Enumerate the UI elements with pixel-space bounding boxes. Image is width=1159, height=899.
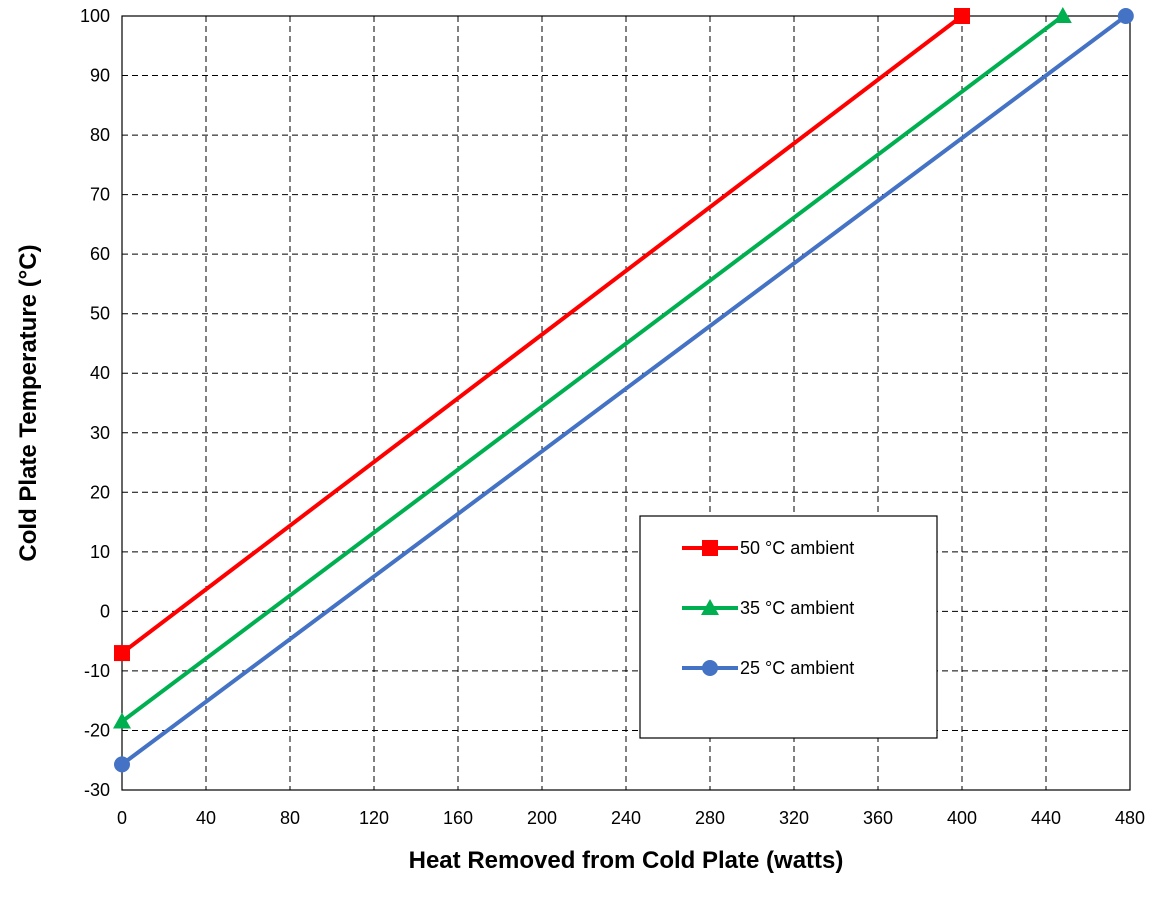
x-tick-label: 200 (527, 808, 557, 828)
y-tick-label: 20 (90, 482, 110, 502)
series-2 (114, 8, 1134, 773)
tick-labels: 0 40 80 120 160 200 240 280 320 360 400 440 480-30-2… (80, 6, 1145, 828)
y-tick-label: 40 (90, 363, 110, 383)
y-tick-label: -10 (84, 661, 110, 681)
x-tick-label: 320 (779, 808, 809, 828)
data-point (114, 756, 130, 773)
legend-marker (701, 599, 719, 615)
legend-marker (702, 540, 718, 556)
legend-label: 35 °C ambient (740, 598, 854, 618)
data-point (1117, 8, 1134, 24)
y-axis-title: Cold Plate Temperature (°C) (15, 244, 42, 561)
x-tick-label: 440 (1031, 808, 1061, 828)
series (113, 7, 1134, 773)
x-tick-label: 280 (695, 808, 725, 828)
data-point (1053, 7, 1072, 23)
y-tick-label: 70 (90, 185, 110, 205)
legend-box (639, 515, 938, 739)
y-tick-label: 0 (100, 601, 110, 621)
x-tick-label: 240 (611, 808, 641, 828)
series-line (120, 14, 1064, 724)
x-tick-label: 160 (443, 808, 473, 828)
legend-entry: 35 °C ambient (682, 598, 854, 618)
grid (122, 16, 1130, 790)
legend-entry: 25 °C ambient (682, 658, 854, 678)
legend-marker (702, 660, 718, 676)
series-line (120, 14, 964, 655)
legend-label: 25 °C ambient (740, 658, 854, 678)
x-tick-label: 0 (117, 808, 127, 828)
y-tick-label: 90 (90, 66, 110, 86)
series-line (120, 14, 1127, 767)
series-1 (113, 7, 1072, 729)
data-point (113, 712, 131, 729)
legend: 50 °C ambient 35 °C ambient 25 °C ambient (639, 515, 938, 739)
y-tick-label: 100 (80, 6, 110, 26)
series-0 (114, 8, 970, 662)
x-tick-label: 360 (863, 808, 893, 828)
x-tick-label: 480 (1115, 808, 1145, 828)
x-tick-label: 120 (359, 808, 389, 828)
data-point (954, 8, 970, 24)
y-tick-label: -20 (84, 720, 110, 740)
x-tick-label: 400 (947, 808, 977, 828)
x-tick-label: 40 (196, 808, 216, 828)
plot-frame (121, 15, 1131, 791)
y-tick-label: 10 (90, 542, 110, 562)
x-tick-label: 80 (280, 808, 300, 828)
data-point (114, 645, 130, 662)
y-tick-label: -30 (84, 780, 110, 800)
y-tick-label: 30 (90, 423, 110, 443)
y-tick-label: 80 (90, 125, 110, 145)
x-axis-title: Heat Removed from Cold Plate (watts) (409, 847, 844, 874)
y-tick-label: 50 (90, 304, 110, 324)
y-tick-label: 60 (90, 244, 110, 264)
legend-label: 50 °C ambient (740, 538, 854, 558)
legend-entry: 50 °C ambient (682, 538, 854, 558)
